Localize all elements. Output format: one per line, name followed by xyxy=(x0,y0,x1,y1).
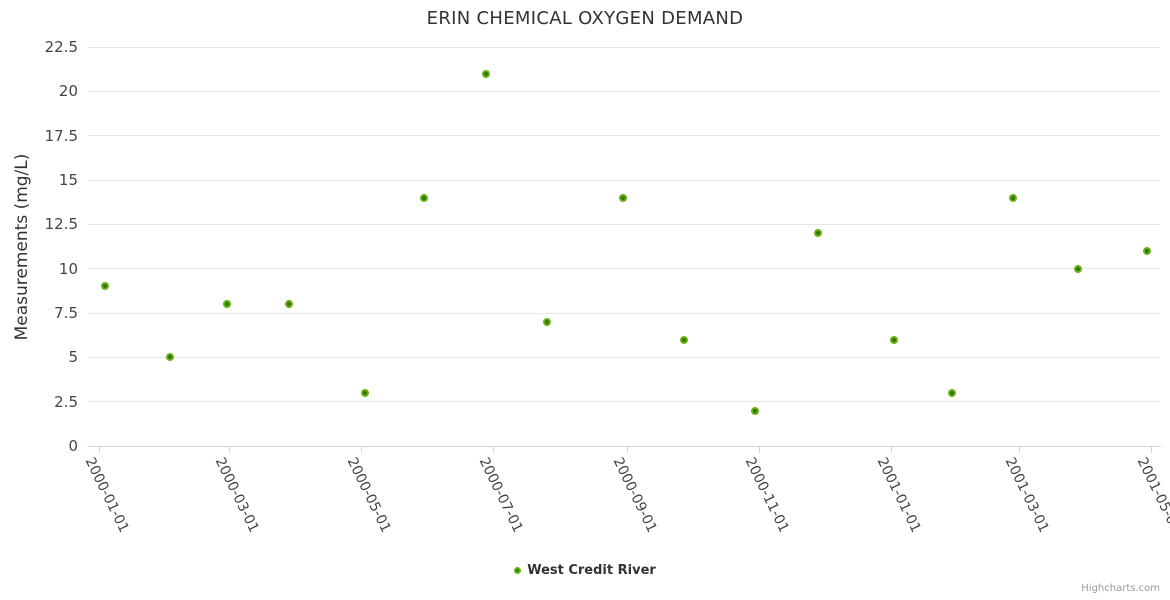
y-gridline xyxy=(88,312,1160,314)
y-axis-tick-label: 7.5 xyxy=(54,304,78,322)
highcharts-credits-link[interactable]: Highcharts.com xyxy=(1081,583,1160,594)
data-point[interactable] xyxy=(285,300,294,309)
data-point[interactable] xyxy=(679,335,688,344)
y-gridline xyxy=(88,135,1160,137)
x-axis-tick xyxy=(627,447,629,453)
x-axis-tick xyxy=(759,447,761,453)
legend-marker-icon xyxy=(514,567,522,574)
data-point[interactable] xyxy=(618,193,627,202)
y-axis-tick-label: 5 xyxy=(68,348,78,367)
x-axis-line xyxy=(88,446,1161,447)
data-point[interactable] xyxy=(361,388,370,397)
y-axis-tick-label: 2.5 xyxy=(54,392,78,411)
x-axis-tick-label: 2000-07-01 xyxy=(475,455,526,536)
y-axis-tick-label: 17.5 xyxy=(44,126,78,145)
x-axis-tick xyxy=(228,447,230,453)
data-point[interactable] xyxy=(889,335,898,344)
x-axis-tick-label: 2001-01-01 xyxy=(874,455,925,536)
y-axis-tick-label: 22.5 xyxy=(44,38,78,56)
y-axis-tick-label: 0 xyxy=(68,437,78,455)
x-axis-tick xyxy=(360,447,362,453)
x-axis-tick-label: 2001-05-01 xyxy=(1133,455,1170,536)
data-point[interactable] xyxy=(222,300,231,309)
y-gridline xyxy=(88,268,1160,270)
data-point[interactable] xyxy=(751,406,760,415)
x-axis-tick-label: 2000-01-01 xyxy=(81,455,132,536)
y-axis-tick-label: 10 xyxy=(58,259,78,278)
legend-series-label: West Credit River xyxy=(527,563,656,578)
data-point[interactable] xyxy=(543,317,552,326)
y-axis-tick-label: 20 xyxy=(58,82,78,101)
x-axis-tick xyxy=(1151,447,1153,453)
data-point[interactable] xyxy=(1073,264,1082,273)
legend-item-west-credit-river[interactable]: West Credit River xyxy=(0,563,1170,578)
data-point[interactable] xyxy=(101,282,110,291)
x-axis-tick-label: 2000-03-01 xyxy=(211,455,262,536)
data-point[interactable] xyxy=(482,69,491,78)
x-axis-tick xyxy=(1019,447,1021,453)
data-point[interactable] xyxy=(1008,193,1017,202)
x-axis-tick-label: 2000-09-01 xyxy=(609,455,660,536)
data-point[interactable] xyxy=(948,388,957,397)
chart-title: ERIN CHEMICAL OXYGEN DEMAND xyxy=(426,8,744,29)
x-axis-tick-label: 2000-11-01 xyxy=(741,455,793,536)
y-gridline xyxy=(88,179,1160,181)
y-axis-tick-label: 12.5 xyxy=(44,215,78,234)
data-point[interactable] xyxy=(1143,246,1151,255)
x-axis-tick xyxy=(492,447,494,453)
data-point[interactable] xyxy=(419,193,428,202)
y-gridline xyxy=(88,223,1160,225)
y-gridline xyxy=(88,90,1160,92)
data-point[interactable] xyxy=(813,229,822,238)
y-axis-tick-label: 15 xyxy=(58,171,78,189)
x-axis-tick xyxy=(891,447,893,453)
y-gridline xyxy=(88,356,1160,358)
x-axis-tick-label: 2001-03-01 xyxy=(1001,455,1052,536)
x-axis-tick xyxy=(98,447,100,453)
x-axis-tick-label: 2000-05-01 xyxy=(343,455,394,536)
data-point[interactable] xyxy=(166,353,175,362)
y-gridline xyxy=(88,46,1160,48)
y-gridline xyxy=(88,401,1160,403)
